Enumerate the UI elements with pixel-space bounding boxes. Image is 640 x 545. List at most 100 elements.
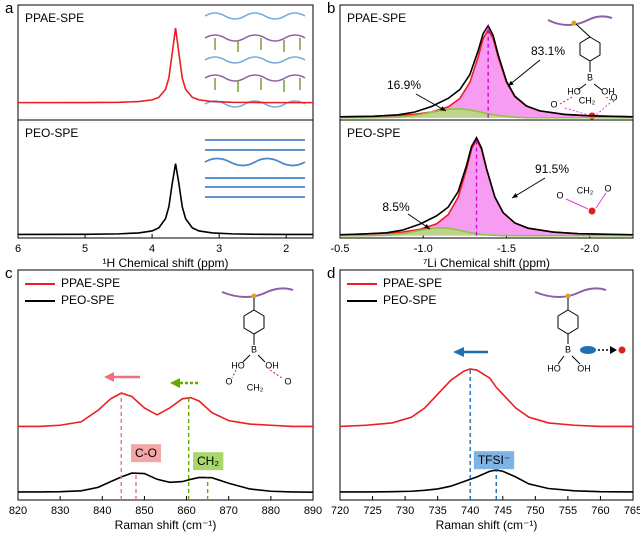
arrows-c bbox=[104, 372, 198, 388]
inset-d bbox=[534, 287, 626, 365]
legend-label: PEO-SPE bbox=[383, 293, 436, 307]
x-tick-label: 6 bbox=[15, 243, 21, 255]
x-tick-label: -2.0 bbox=[580, 243, 599, 255]
inset-label: O bbox=[550, 99, 557, 109]
legend-label: PPAE-SPE bbox=[383, 276, 442, 290]
area bbox=[340, 108, 633, 118]
x-tick-label: 765 bbox=[624, 505, 640, 517]
x-axis-label: Raman shift (cm⁻¹) bbox=[115, 518, 217, 532]
line bbox=[18, 472, 314, 493]
arrow-d bbox=[453, 347, 488, 357]
annotation-arrowhead bbox=[440, 106, 446, 111]
x-tick-label: 740 bbox=[461, 505, 479, 517]
panel-label: d bbox=[327, 265, 335, 282]
annotation-arrowhead bbox=[512, 193, 518, 198]
x-tick-label: 820 bbox=[9, 505, 27, 517]
inset-label: O bbox=[284, 376, 291, 386]
subplot-label: PEO-SPE bbox=[25, 126, 78, 140]
area bbox=[340, 227, 633, 236]
inset-label: B bbox=[587, 72, 593, 82]
line bbox=[18, 392, 313, 428]
legend-label: PEO-SPE bbox=[61, 293, 114, 307]
line bbox=[340, 226, 633, 237]
inset-c bbox=[221, 287, 294, 379]
line bbox=[339, 135, 634, 236]
annotation: 91.5% bbox=[535, 162, 569, 176]
inset-label: B bbox=[251, 344, 257, 354]
line bbox=[340, 469, 634, 493]
annotation-arrowhead bbox=[424, 223, 430, 229]
inset-a-bottom bbox=[204, 139, 306, 198]
x-tick-label: 735 bbox=[428, 505, 446, 517]
x-tick-label: 880 bbox=[262, 505, 280, 517]
inset-label: O bbox=[610, 92, 617, 102]
x-tick-label: 860 bbox=[177, 505, 195, 517]
x-axis-label: ⁷Li Chemical shift (ppm) bbox=[423, 256, 550, 270]
area bbox=[340, 139, 633, 236]
x-tick-label: 4 bbox=[149, 243, 155, 255]
panel-label: b bbox=[327, 0, 335, 17]
inset-label: HO bbox=[547, 363, 561, 373]
x-tick-label: 870 bbox=[220, 505, 238, 517]
x-tick-label: 760 bbox=[591, 505, 609, 517]
x-tick-label: 830 bbox=[51, 505, 69, 517]
annotation-arrow bbox=[415, 93, 447, 112]
panel-label: c bbox=[5, 265, 13, 282]
annotation-box bbox=[193, 452, 224, 471]
annotation: 83.1% bbox=[531, 44, 565, 58]
plot-frame bbox=[17, 119, 314, 239]
x-tick-label: 730 bbox=[396, 505, 414, 517]
annotation: C-O bbox=[135, 446, 157, 460]
x-tick-label: 850 bbox=[135, 505, 153, 517]
inset-label: O bbox=[556, 190, 563, 200]
subplot-label: PEO-SPE bbox=[347, 126, 400, 140]
x-tick-label: 755 bbox=[559, 505, 577, 517]
annotation: 16.9% bbox=[387, 78, 421, 92]
annotation-arrow bbox=[507, 59, 541, 87]
inset-a-top bbox=[204, 12, 306, 108]
panel-label: a bbox=[5, 0, 14, 17]
line bbox=[339, 24, 634, 118]
inset-label: OH bbox=[265, 360, 279, 370]
inset-label: O bbox=[604, 183, 611, 193]
x-axis-label: ¹H Chemical shift (ppm) bbox=[102, 256, 228, 270]
x-tick-label: -1.0 bbox=[414, 243, 433, 255]
x-tick-label: 2 bbox=[283, 243, 289, 255]
subplot-label: PPAE-SPE bbox=[347, 11, 406, 25]
x-tick-label: 840 bbox=[93, 505, 111, 517]
x-tick-label: 720 bbox=[331, 505, 349, 517]
x-tick-label: 3 bbox=[216, 243, 222, 255]
annotation-arrowhead bbox=[508, 80, 514, 86]
x-axis-label: Raman shift (cm⁻¹) bbox=[436, 518, 538, 532]
annotation-box bbox=[131, 444, 161, 463]
line bbox=[340, 108, 633, 119]
annotation: TFSI⁻ bbox=[478, 453, 510, 467]
inset-label: B bbox=[565, 344, 571, 354]
plot-frame bbox=[339, 119, 634, 239]
legend-label: PPAE-SPE bbox=[61, 276, 120, 290]
inset-label: CH₂ bbox=[579, 95, 596, 105]
line bbox=[17, 163, 313, 236]
line bbox=[339, 368, 633, 428]
inset-label: CH₂ bbox=[247, 382, 264, 392]
annotation-arrow bbox=[511, 177, 546, 199]
plot-frame bbox=[17, 269, 314, 501]
inset-label: HO bbox=[567, 86, 581, 96]
x-tick-label: 750 bbox=[526, 505, 544, 517]
inset-label: OH bbox=[577, 363, 591, 373]
x-tick-label: -1.5 bbox=[497, 243, 516, 255]
inset-label: O bbox=[225, 376, 232, 386]
subplot-label: PPAE-SPE bbox=[25, 11, 84, 25]
inset-label: CH₂ bbox=[577, 185, 594, 195]
area bbox=[340, 29, 633, 118]
inset-label: OH bbox=[601, 86, 615, 96]
inset-b-bottom bbox=[565, 192, 607, 215]
x-tick-label: 890 bbox=[304, 505, 322, 517]
line bbox=[17, 27, 313, 104]
x-tick-label: 725 bbox=[363, 505, 381, 517]
annotation-box bbox=[473, 451, 515, 470]
x-tick-label: 745 bbox=[494, 505, 512, 517]
annotation: CH₂ bbox=[197, 454, 219, 468]
